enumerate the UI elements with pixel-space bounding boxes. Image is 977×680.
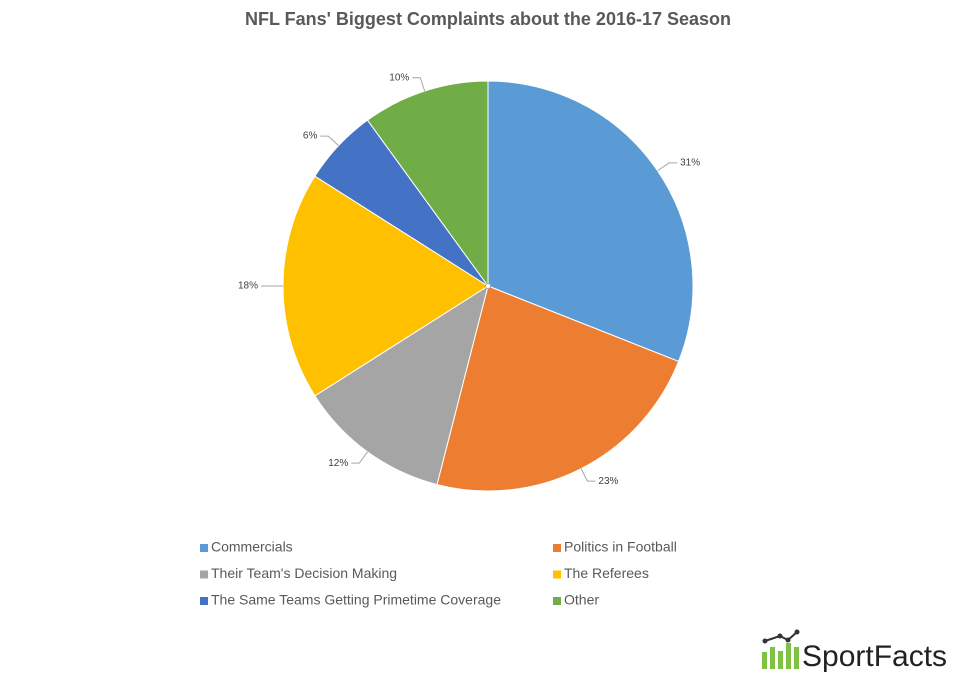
pie-slice — [282, 175, 489, 397]
pie-slice — [436, 285, 680, 492]
legend-swatch — [200, 570, 208, 579]
legend-label: The Same Teams Getting Primetime Coverag… — [211, 592, 501, 608]
logo-icon — [762, 629, 800, 669]
legend-label: Their Team's Decision Making — [211, 565, 397, 581]
data-label: 31% — [680, 158, 700, 169]
leader-line — [351, 451, 368, 464]
pie-slice — [366, 80, 489, 288]
legend-swatch — [553, 597, 561, 605]
leader-line — [320, 135, 339, 147]
center-dot — [485, 283, 491, 289]
chart-title: NFL Fans' Biggest Complaints about the 2… — [245, 9, 731, 29]
data-label: 12% — [328, 458, 348, 469]
legend-swatch — [200, 597, 208, 605]
legend-label: Other — [564, 592, 599, 608]
legend-swatch — [553, 570, 561, 579]
legend-label: The Referees — [564, 565, 649, 581]
data-label: 23% — [598, 476, 618, 487]
data-label: 6% — [303, 131, 318, 142]
data-label: 18% — [238, 281, 258, 292]
leader-line — [412, 77, 426, 92]
logo-text: SportFacts — [802, 640, 947, 673]
leader-line — [657, 162, 678, 172]
pie-slice — [314, 284, 489, 486]
leader-line — [580, 468, 596, 482]
pie-slice — [487, 80, 694, 363]
legend-swatch — [553, 544, 561, 552]
legend-swatch — [200, 544, 208, 552]
legend-label: Commercials — [211, 539, 293, 555]
data-label: 10% — [389, 72, 409, 83]
legend-label: Politics in Football — [564, 539, 677, 555]
